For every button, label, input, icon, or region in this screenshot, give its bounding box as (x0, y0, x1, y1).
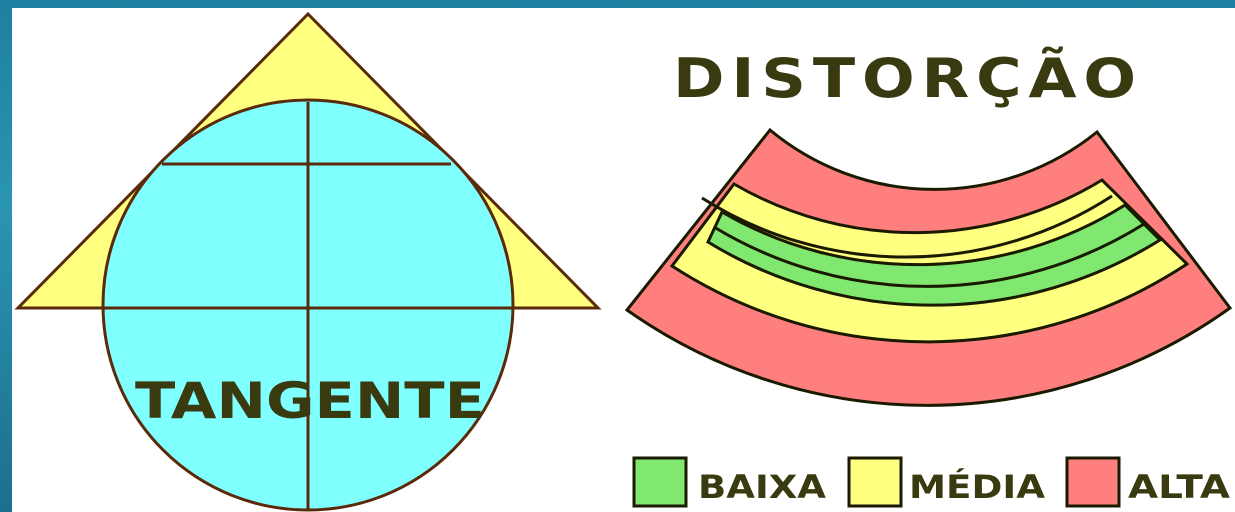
tangent-cone-figure: TANGENTE (14, 11, 602, 512)
distortion-center-divider (713, 222, 1145, 288)
legend-label-baixa: BAIXA (698, 468, 826, 506)
distortion-fan-figure: DISTORÇÃO (624, 47, 1233, 407)
distortion-band-low (706, 203, 1163, 307)
legend: BAIXA MÉDIA ALTA (632, 456, 1230, 508)
distortion-title: DISTORÇÃO (673, 47, 1143, 110)
legend-label-alta: ALTA (1128, 468, 1230, 506)
legend-swatch-baixa (632, 456, 688, 508)
tangente-label: TANGENTE (135, 372, 485, 430)
legend-label-media: MÉDIA (909, 468, 1045, 506)
legend-swatch-media (847, 456, 903, 508)
legend-swatch-alta (1065, 456, 1121, 508)
distortion-band-medium (669, 178, 1190, 344)
distortion-band-medium-inner-edge (701, 194, 1113, 259)
